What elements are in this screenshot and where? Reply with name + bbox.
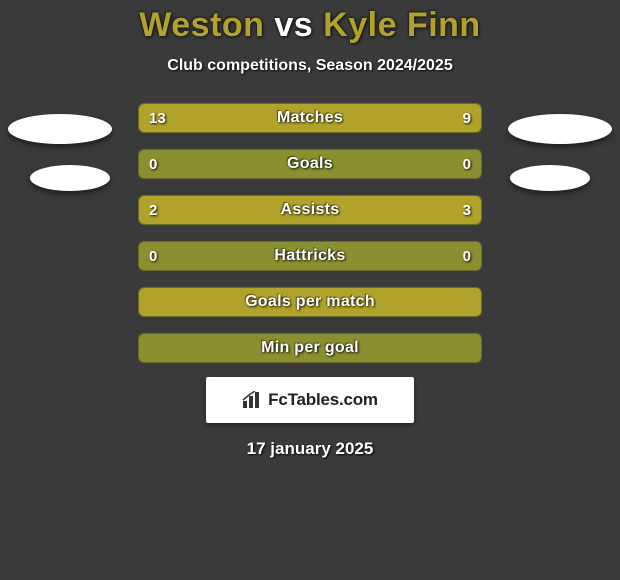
stat-label: Assists bbox=[139, 196, 481, 224]
subtitle: Club competitions, Season 2024/2025 bbox=[167, 57, 452, 75]
source-badge: FcTables.com bbox=[206, 377, 414, 423]
date-label: 17 january 2025 bbox=[247, 439, 374, 459]
stat-label: Min per goal bbox=[139, 334, 481, 362]
title: Weston vs Kyle Finn bbox=[139, 6, 480, 45]
stat-bar-min-per-goal: Min per goal bbox=[138, 333, 482, 363]
stat-bar-goals: 0 Goals 0 bbox=[138, 149, 482, 179]
stat-bar-goals-per-match: Goals per match bbox=[138, 287, 482, 317]
stat-bars: 13 Matches 9 0 Goals 0 2 Assists 3 bbox=[138, 103, 482, 363]
stat-label: Matches bbox=[139, 104, 481, 132]
stat-value-right: 3 bbox=[463, 196, 471, 224]
vs-label: vs bbox=[274, 6, 313, 44]
stat-label: Hattricks bbox=[139, 242, 481, 270]
stat-value-right: 9 bbox=[463, 104, 471, 132]
stat-label: Goals bbox=[139, 150, 481, 178]
source-badge-text: FcTables.com bbox=[268, 390, 378, 410]
stats-stage: 13 Matches 9 0 Goals 0 2 Assists 3 bbox=[0, 103, 620, 363]
player1-avatar-placeholder bbox=[8, 114, 112, 144]
stat-bar-hattricks: 0 Hattricks 0 bbox=[138, 241, 482, 271]
player2-club-placeholder bbox=[510, 165, 590, 191]
stat-label: Goals per match bbox=[139, 288, 481, 316]
player1-name: Weston bbox=[139, 6, 264, 44]
stat-value-right: 0 bbox=[463, 242, 471, 270]
stat-bar-assists: 2 Assists 3 bbox=[138, 195, 482, 225]
player1-club-placeholder bbox=[30, 165, 110, 191]
stat-value-right: 0 bbox=[463, 150, 471, 178]
bar-chart-icon bbox=[242, 391, 262, 409]
player2-name: Kyle Finn bbox=[323, 6, 481, 44]
stat-bar-matches: 13 Matches 9 bbox=[138, 103, 482, 133]
player2-avatar-placeholder bbox=[508, 114, 612, 144]
comparison-card: Weston vs Kyle Finn Club competitions, S… bbox=[0, 0, 620, 580]
